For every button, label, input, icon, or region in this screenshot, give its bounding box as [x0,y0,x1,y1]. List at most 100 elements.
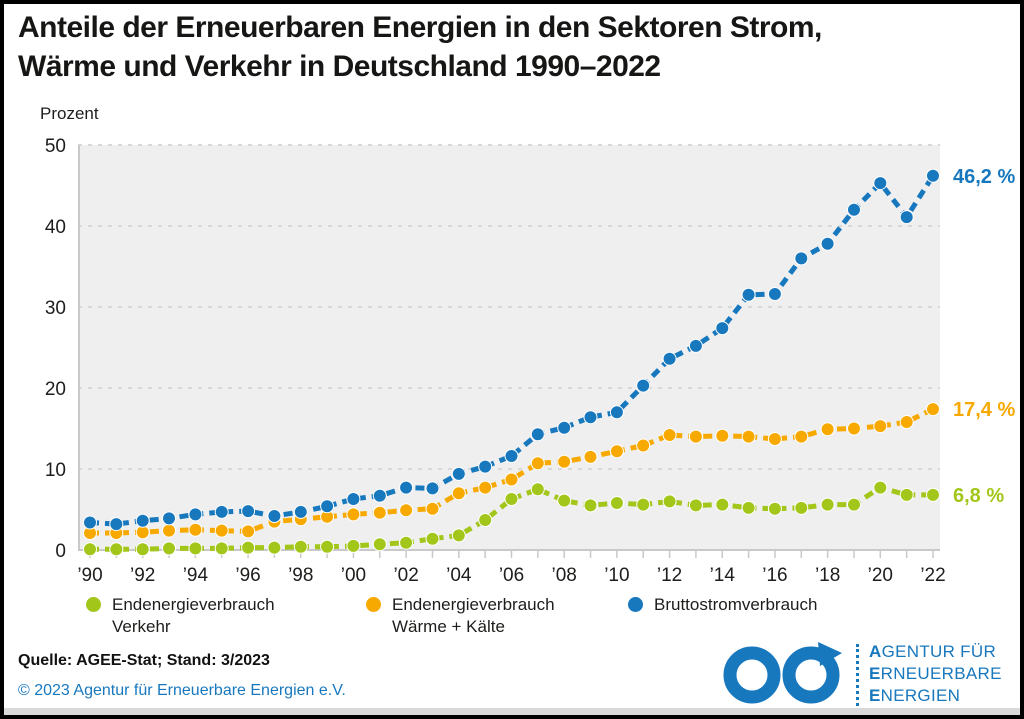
data-point [399,503,414,518]
copyright-note: © 2023 Agentur für Erneuerbare Energien … [18,682,346,699]
data-point [583,498,598,513]
data-point [662,351,677,366]
data-point [583,410,598,425]
x-tick-label: ’00 [341,565,366,586]
data-point [188,541,203,556]
data-point [267,509,282,523]
data-point [847,497,861,512]
data-point [926,402,940,417]
data-point [109,542,124,557]
bottom-edge-strip [4,708,1020,715]
data-point [926,168,940,183]
y-tick-label: 20 [45,379,66,400]
data-point [557,454,572,469]
data-point [820,422,835,437]
series-end-label: 17,4 % [953,399,1015,421]
x-tick-label: ’96 [235,565,260,586]
x-tick-label: ’20 [868,565,893,586]
legend-dot-verkehr [86,597,101,612]
data-point [241,504,256,519]
data-point [478,513,493,527]
x-tick-label: ’16 [762,565,787,586]
data-point [162,541,176,556]
data-point [399,480,414,495]
data-point [794,251,809,266]
data-point [609,405,624,420]
data-point [715,321,730,336]
series-line [89,174,936,527]
series-line [90,485,933,552]
x-tick-label: ’92 [130,565,155,586]
data-point [609,444,624,459]
data-point [135,513,150,528]
data-point [794,500,809,515]
x-tick-label: ’90 [77,565,102,586]
y-tick-label: 0 [55,541,66,562]
series-end-label: 6,8 % [953,485,1004,507]
x-tick-label: ’18 [815,565,840,586]
data-point [214,541,229,556]
data-point [715,428,730,443]
data-point [346,492,361,506]
chart-title-line2: Wärme und Verkehr in Deutschland 1990–20… [18,50,661,83]
data-point [767,432,782,446]
data-point [504,492,519,506]
data-point [451,466,466,481]
data-point [293,539,308,554]
data-point [557,420,572,435]
data-point [609,496,624,510]
data-point [83,542,97,557]
data-point [820,497,835,512]
legend-label-verkehr: Endenergieverbrauch Verkehr [112,595,275,636]
y-axis-unit-label: Prozent [40,104,99,123]
data-point [847,202,861,217]
chart-title-line1: Anteile der Erneuerbaren Energien in den… [18,11,822,44]
data-point [688,338,703,353]
x-tick-label: ’02 [393,565,418,586]
x-tick-label: ’04 [446,565,472,586]
data-point [926,487,940,502]
data-point [557,493,572,508]
legend-item-waerme: Endenergieverbrauch Wärme + Kälte [366,594,555,638]
x-tick-label: ’14 [710,565,736,586]
data-point [662,428,677,442]
data-point [241,540,256,555]
data-point [899,487,914,502]
plot-area [78,145,940,550]
legend-label-waerme: Endenergieverbrauch Wärme + Kälte [392,595,555,636]
data-point [794,429,809,444]
data-point [346,538,361,553]
x-tick-label: ’06 [499,565,524,586]
data-point [767,501,782,516]
data-point [530,427,545,442]
logo-divider [856,644,859,706]
data-point [636,438,651,453]
data-point [188,522,203,537]
x-tick-label: ’10 [604,565,629,586]
data-point [873,176,888,191]
data-point [162,511,176,526]
x-tick-label: ’98 [288,565,313,586]
data-point [188,507,203,522]
infinity-icon [723,642,842,704]
data-point [399,535,414,550]
legend-item-verkehr: Endenergieverbrauch Verkehr [86,594,275,638]
data-point [425,501,440,516]
data-point [241,524,256,539]
data-point [451,528,466,543]
data-point [478,480,493,495]
data-point [109,517,124,532]
data-point [214,504,229,519]
y-tick-label: 40 [45,217,66,238]
y-tick-label: 10 [45,460,66,481]
data-point [320,539,335,554]
data-point [583,449,598,464]
logo-wordmark: AGENTUR FÜR ERNEUERBARE ENERGIEN [869,642,1002,705]
data-point [504,449,519,463]
chart-title: Anteile der Erneuerbaren Energien in den… [18,8,1008,86]
legend-dot-waerme [366,597,381,612]
data-point [372,488,387,503]
source-note: Quelle: AGEE-Stat; Stand: 3/2023 [18,652,270,669]
data-point [899,210,914,225]
x-tick-label: ’08 [552,565,577,586]
